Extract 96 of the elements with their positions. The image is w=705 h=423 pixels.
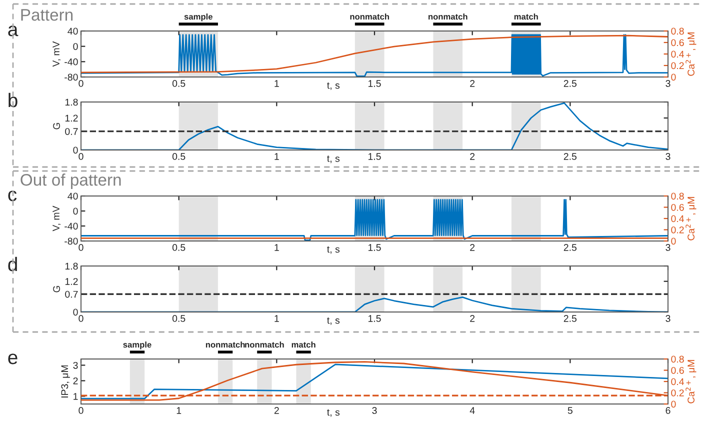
x-tick-label: 2.5 — [564, 153, 577, 160]
y2-tick-label: 0.6 — [671, 39, 684, 46]
y2-tick-label: 0 — [671, 74, 676, 81]
y-tick-label: -40 — [64, 58, 78, 66]
x-tick-label: 0.5 — [172, 80, 186, 87]
line-series — [81, 199, 668, 241]
x-tick-label: 0.5 — [172, 315, 186, 322]
x-tick-label: 1 — [274, 80, 279, 87]
x-tick-label: 3 — [666, 153, 670, 160]
y-axis-title: G — [53, 286, 60, 292]
band-label: nonmatch — [428, 14, 468, 20]
y2-tick-label: 0.8 — [671, 356, 684, 363]
band-label: match — [292, 342, 316, 348]
y-tick-label: -80 — [64, 238, 78, 245]
x-tick-label: 2 — [470, 153, 475, 160]
y-tick-label: 0.7 — [65, 128, 78, 135]
x-tick-label: 2.5 — [564, 315, 577, 322]
x-axis-title: t, s — [327, 409, 340, 417]
x-tick-label: 0 — [78, 244, 84, 251]
y2-tick-label: 0.2 — [671, 62, 684, 70]
x-tick-label: 1 — [176, 407, 182, 414]
chart-title: d — [8, 256, 17, 272]
y-tick-label: 0 — [73, 308, 78, 316]
y-tick-label: -40 — [64, 222, 78, 230]
text: Out of pattern — [20, 174, 121, 190]
x-axis-title: t, s — [327, 156, 340, 164]
y-tick-label: 1 — [74, 393, 78, 400]
y-tick-label: 40 — [68, 28, 78, 35]
y-tick-label: 0 — [73, 146, 78, 154]
y-tick-label: 0.7 — [65, 290, 78, 298]
text: Pattern — [21, 9, 73, 21]
y-axis-title: V, mV — [52, 41, 61, 67]
chart-title: b — [8, 92, 18, 108]
x-tick-label: 5 — [568, 407, 572, 414]
x-tick-label: 0.5 — [172, 153, 186, 160]
y2-tick-label: 0.8 — [671, 28, 684, 35]
x-tick-label: 2 — [274, 407, 279, 414]
y2-axis-title: Ca$^{2+}$, μM — [686, 32, 696, 76]
x-tick-label: 0.5 — [172, 244, 186, 251]
band-label: sample — [123, 342, 152, 350]
y2-tick-label: 0.4 — [671, 50, 684, 58]
x-tick-label: 1.5 — [368, 315, 381, 322]
y2-tick-label: 0 — [671, 238, 676, 245]
y2-tick-label: 0.8 — [671, 192, 684, 200]
y-tick-label: 1.8 — [65, 262, 78, 270]
y2-tick-label: 0.2 — [671, 389, 684, 396]
y2-tick-label: 0.6 — [671, 366, 684, 374]
x-axis-title: t, s — [327, 246, 340, 254]
y-tick-label: 1.8 — [65, 98, 78, 106]
y-tick-label: 2 — [73, 377, 78, 384]
y-tick-label: 1.2 — [65, 114, 78, 122]
band-label: sample — [184, 14, 212, 22]
x-tick-label: 0 — [78, 407, 84, 414]
y-axis-title: G — [53, 122, 60, 130]
x-tick-label: 2 — [470, 315, 475, 322]
x-tick-label: 2 — [470, 244, 475, 251]
x-tick-label: 3 — [666, 80, 670, 87]
y2-tick-label: 0.4 — [671, 378, 684, 386]
x-tick-label: 3 — [666, 244, 670, 251]
y2-tick-label: 0.2 — [671, 226, 684, 234]
x-tick-label: 6 — [666, 407, 670, 414]
y2-tick-label: 0 — [671, 400, 676, 408]
x-tick-label: 1 — [274, 153, 279, 160]
x-tick-label: 0 — [78, 80, 84, 87]
y2-axis-title: Ca$^{2+}$, μM — [686, 197, 696, 240]
band-label: nonmatch — [350, 14, 389, 20]
y-tick-label: 0 — [73, 43, 78, 50]
band-label: match — [514, 14, 538, 20]
x-tick-label: 2.5 — [564, 244, 577, 251]
x-tick-label: 1.5 — [368, 244, 381, 251]
y2-tick-label: 0.6 — [671, 204, 684, 211]
x-tick-label: 1 — [274, 244, 279, 251]
x-tick-label: 1.5 — [368, 153, 381, 160]
band-label: nonmatch — [245, 342, 284, 348]
y-tick-label: 40 — [68, 192, 78, 200]
x-tick-label: 0 — [78, 315, 84, 322]
x-tick-label: 4 — [470, 407, 475, 414]
x-axis-title: t, s — [327, 82, 340, 90]
x-tick-label: 0 — [78, 153, 84, 160]
y-axis-title: IP3, μM — [61, 365, 70, 398]
y2-tick-label: 0.4 — [671, 215, 684, 222]
chart-title: e — [8, 354, 18, 364]
x-tick-label: 1.5 — [368, 80, 381, 87]
y-tick-label: 1.2 — [65, 278, 78, 285]
x-tick-label: 2.5 — [564, 80, 577, 87]
x-tick-label: 3 — [372, 407, 377, 414]
x-tick-label: 2 — [470, 80, 475, 87]
x-tick-label: 1 — [274, 315, 279, 322]
y-tick-label: 3 — [73, 362, 78, 369]
y2-axis-title: Ca$^{2+}$, μM — [686, 360, 696, 404]
band-label: nonmatch — [206, 342, 245, 348]
y-tick-label: -80 — [64, 74, 78, 81]
y-tick-label: 0 — [73, 208, 78, 215]
x-tick-label: 3 — [666, 315, 670, 322]
y-axis-title: V, mV — [52, 206, 61, 232]
x-axis-title: t, s — [327, 317, 340, 325]
